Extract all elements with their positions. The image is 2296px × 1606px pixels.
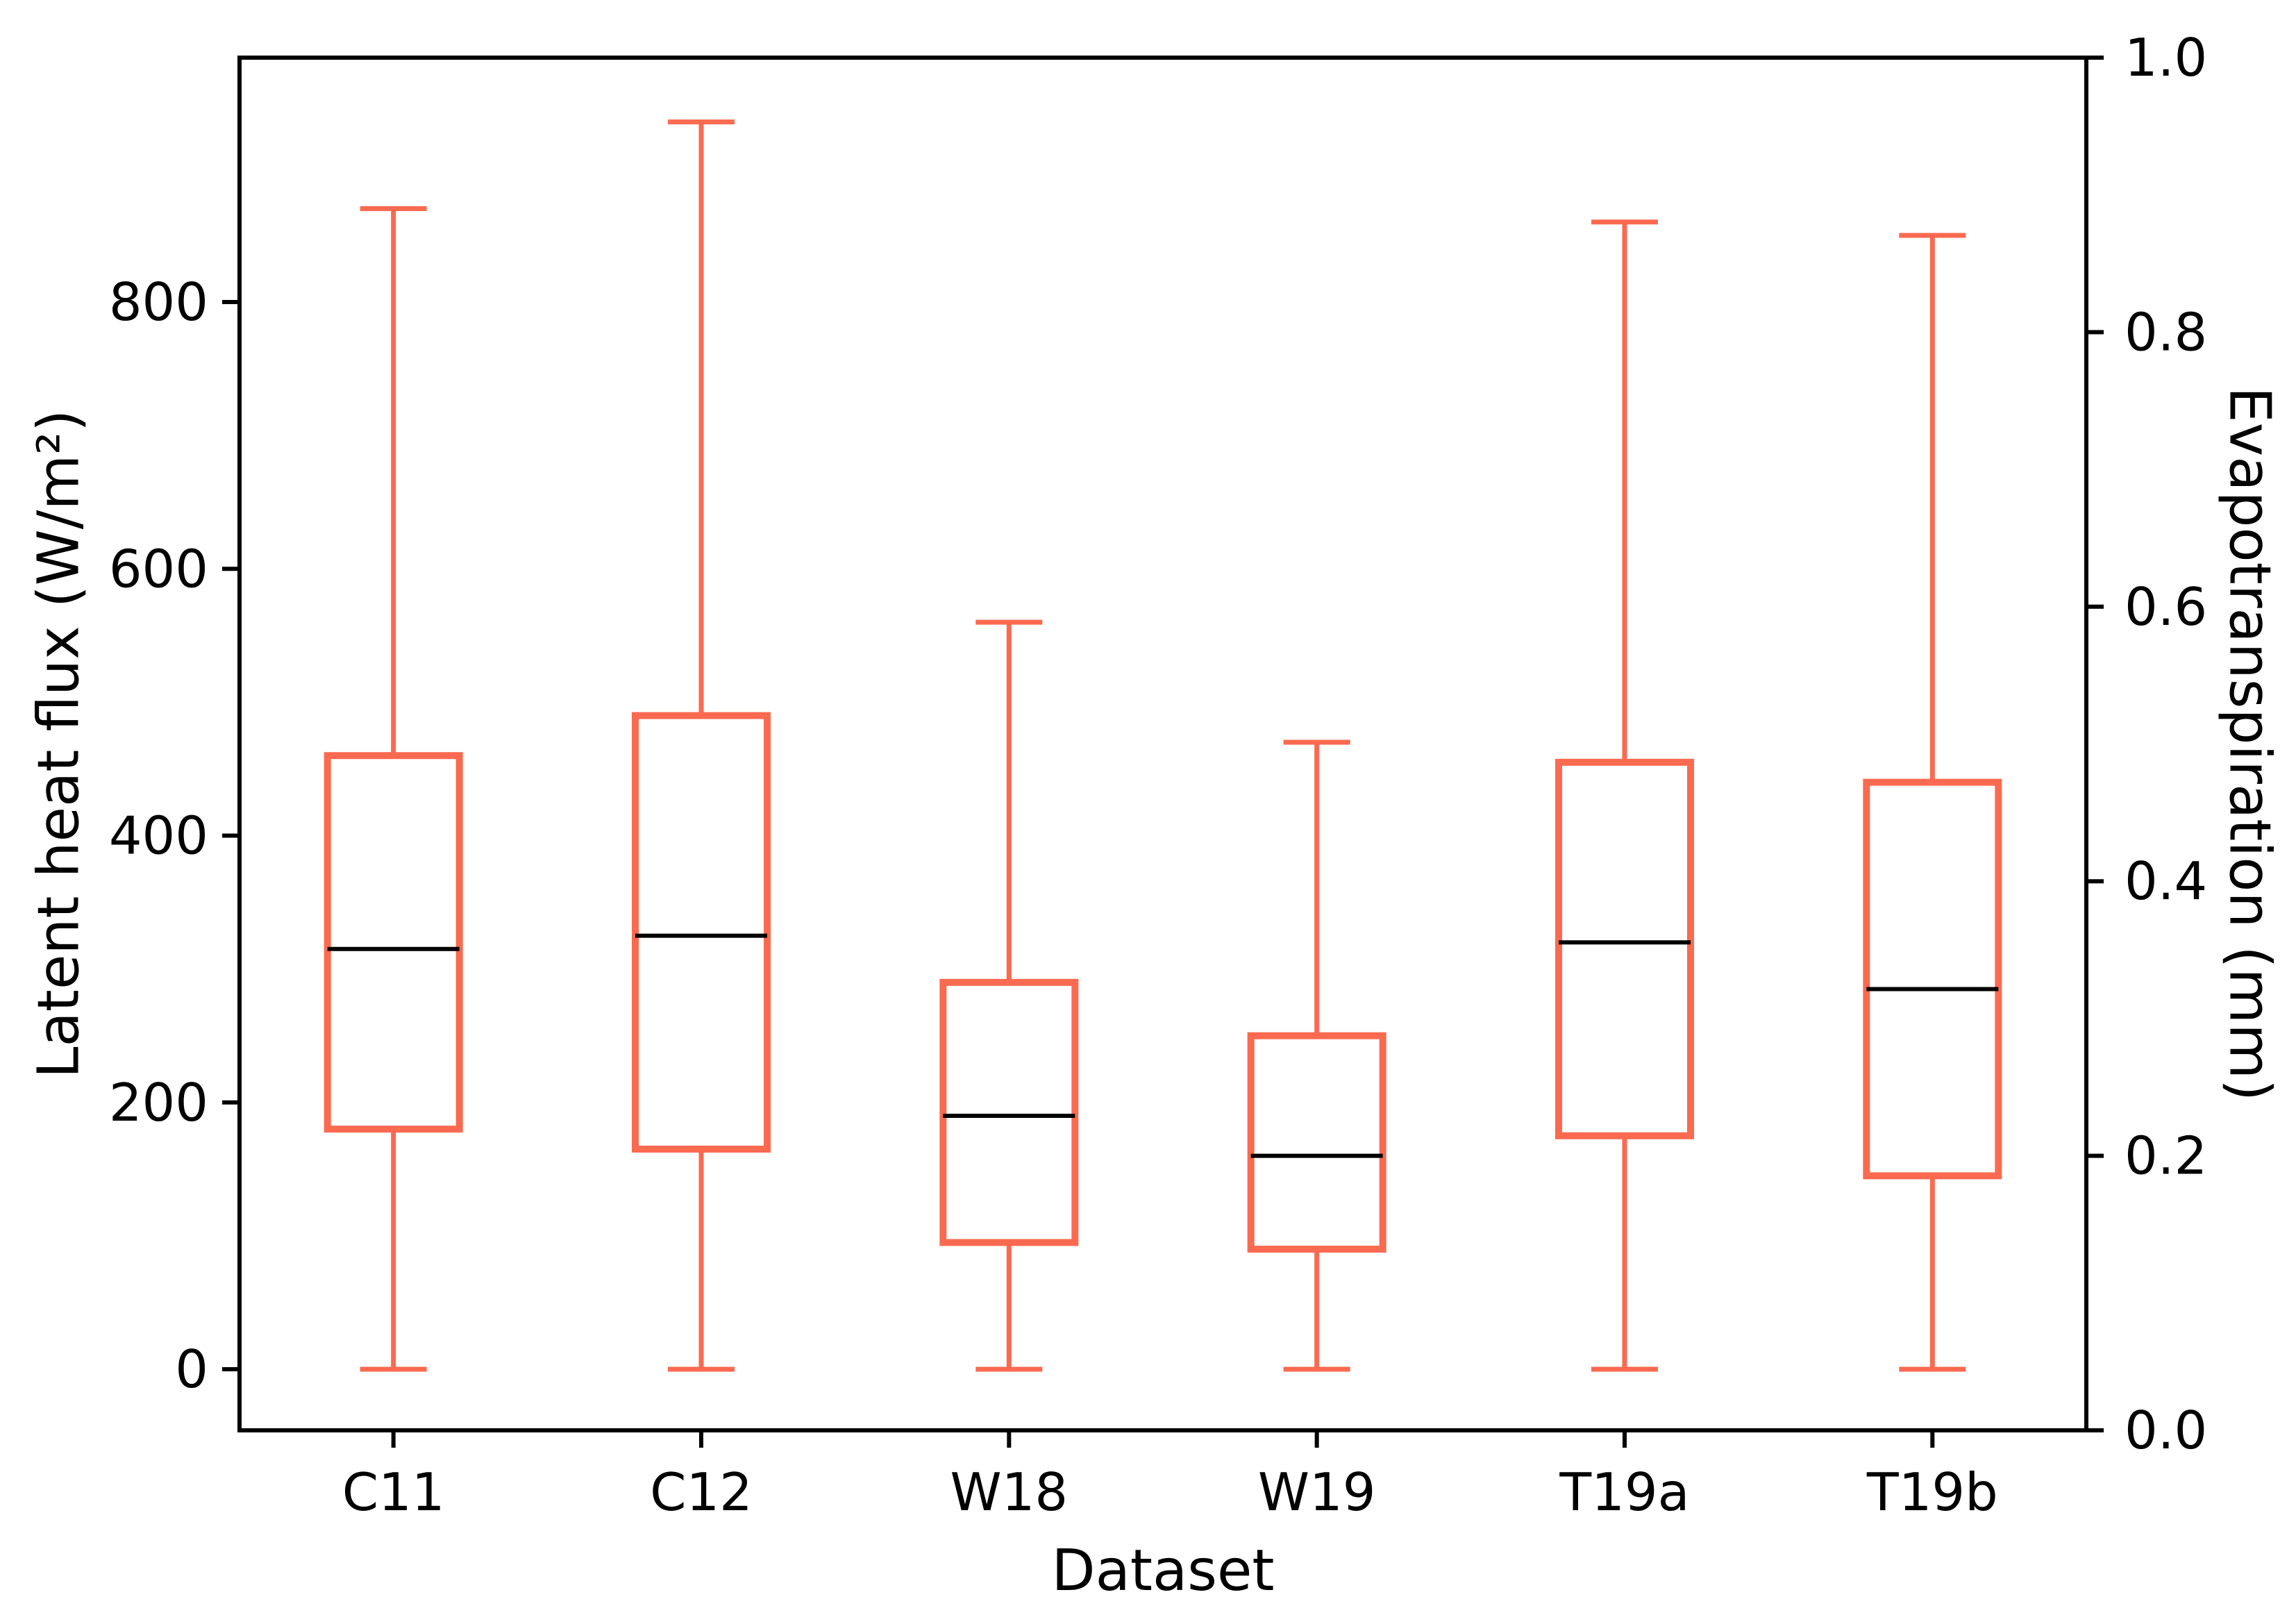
x-axis-title: Dataset	[1051, 1538, 1274, 1604]
y-axis-left-title: Latent heat flux (W/m²)	[26, 410, 92, 1078]
x-axis-tick-label-T19b: T19b	[1866, 1462, 1998, 1523]
box-T19a	[1555, 758, 1694, 1139]
box-W19	[1247, 1032, 1386, 1253]
y-axis-right-tick-label: 1.0	[2125, 27, 2207, 88]
y-axis-right-tick-label: 0.6	[2125, 576, 2207, 637]
box-C12	[632, 712, 771, 1153]
box-W18	[939, 978, 1079, 1246]
y-axis-right-tick-label: 0.2	[2125, 1126, 2207, 1187]
y-axis-left-tick-label: 200	[109, 1072, 208, 1133]
box-C11	[324, 752, 463, 1133]
y-axis-right-tick-label: 0.8	[2125, 301, 2207, 362]
x-axis-tick-label-W18: W18	[950, 1462, 1069, 1523]
box-T19b	[1863, 778, 2002, 1180]
y-axis-left-tick-label: 800	[109, 271, 208, 333]
x-axis-tick-label-W19: W19	[1258, 1462, 1376, 1523]
y-axis-left-tick-label: 600	[109, 538, 208, 599]
y-axis-right-tick-label: 0.4	[2125, 851, 2207, 912]
y-axis-left-tick-label: 400	[109, 805, 208, 867]
x-axis-tick-label-C11: C11	[342, 1462, 445, 1523]
x-axis-tick-label-C12: C12	[650, 1462, 753, 1523]
plot-frame	[237, 56, 2088, 1432]
y-axis-left-tick-label: 0	[175, 1339, 208, 1400]
y-axis-right-title: Evapotranspiration (mm)	[2217, 387, 2283, 1101]
x-axis-tick-label-T19a: T19a	[1559, 1462, 1689, 1523]
y-axis-right-tick-label: 0.0	[2125, 1400, 2207, 1461]
